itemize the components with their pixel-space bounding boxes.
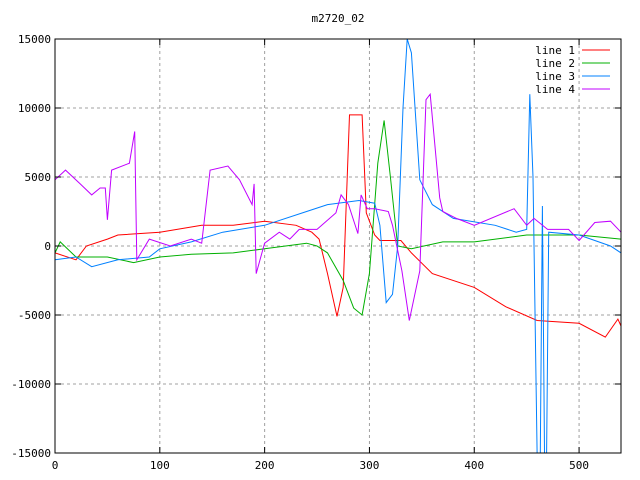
legend-label: line 3: [535, 70, 575, 83]
legend-label: line 4: [535, 83, 575, 96]
x-tick-label: 0: [52, 459, 59, 472]
x-tick-label: 300: [360, 459, 380, 472]
x-tick-label: 100: [150, 459, 170, 472]
x-tick-label: 200: [255, 459, 275, 472]
y-tick-label: -5000: [18, 309, 51, 322]
y-tick-label: 15000: [18, 33, 51, 46]
chart-title: m2720_02: [312, 12, 365, 25]
legend-label: line 1: [535, 44, 575, 57]
x-tick-label: 400: [464, 459, 484, 472]
series-line-2: [55, 120, 621, 316]
y-tick-label: 10000: [18, 102, 51, 115]
series-line-3: [55, 39, 621, 453]
series-line-1: [55, 114, 621, 338]
y-tick-label: -15000: [11, 447, 51, 460]
y-tick-label: 0: [44, 240, 51, 253]
series-group: [55, 39, 621, 453]
x-tick-label: 500: [569, 459, 589, 472]
series-line-4: [55, 92, 621, 321]
y-tick-label: 5000: [25, 171, 52, 184]
y-tick-label: -10000: [11, 378, 51, 391]
ticks: 0 100 200 300 400 500 15000 10000 5000 0 -5000 -100…: [11, 33, 621, 472]
grid: [55, 39, 621, 453]
legend-label: line 2: [535, 57, 575, 70]
